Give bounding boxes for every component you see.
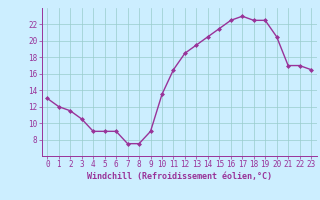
X-axis label: Windchill (Refroidissement éolien,°C): Windchill (Refroidissement éolien,°C) xyxy=(87,172,272,181)
